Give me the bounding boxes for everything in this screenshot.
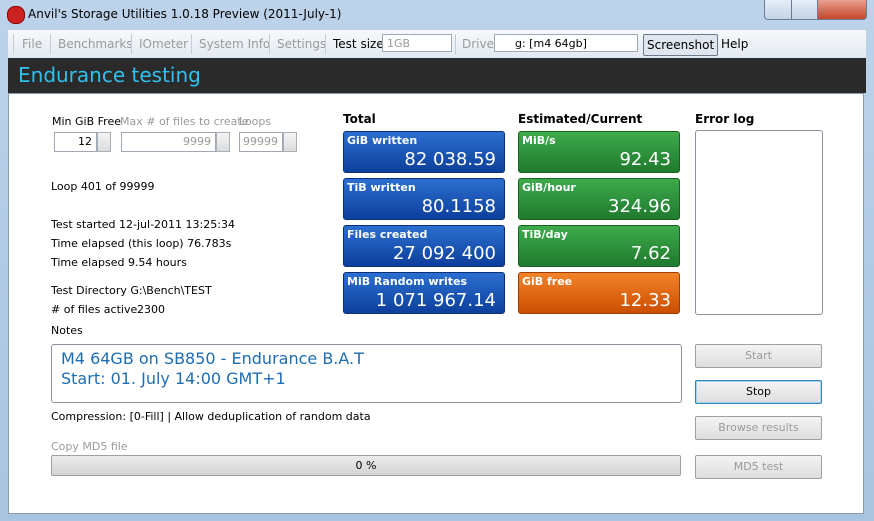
test-size-combo[interactable]: 1GB [382,34,452,52]
minimize-button[interactable] [764,0,792,20]
stat-label: GiB/hour [522,181,576,194]
separator [50,34,51,54]
close-button[interactable] [817,0,867,20]
stat-tile: MiB/s 92.43 [518,131,680,173]
header-title: Endurance testing [18,63,201,87]
stat-tile: TiB/day 7.62 [518,225,680,267]
spinner[interactable] [216,132,230,152]
notes-line: M4 64GB on SB850 - Endurance B.A.T [61,349,364,368]
stat-tile: MiB Random writes 1 071 967.14 [343,272,505,314]
field-label: Loops [239,115,272,128]
stat-label: TiB written [347,181,416,194]
separator [131,34,132,54]
field-input[interactable]: 99999 [239,132,283,152]
spinner[interactable] [283,132,297,152]
stat-value: 92.43 [619,149,671,170]
progress-bar: 0 % [51,455,681,476]
stat-value: 7.62 [630,243,671,264]
md5-test-button[interactable]: MD5 test [695,455,822,479]
stat-value: 82 038.59 [404,149,496,170]
separator [325,34,326,54]
app-icon [7,6,25,24]
stat-label: TiB/day [522,228,568,241]
menu-item[interactable]: System Info [199,37,271,51]
drive-label: Drive [462,37,494,51]
directory: Test Directory G:\Bench\TEST [51,284,212,297]
notes-box[interactable] [51,344,682,403]
stat-label: GiB written [347,134,418,147]
separator [191,34,192,54]
copy-md5-label: Copy MD5 file [51,440,128,453]
stat-value: 324.96 [608,196,671,217]
stat-label: MiB Random writes [347,275,468,288]
error-log-heading: Error log [695,112,755,126]
total-heading: Total [343,112,376,126]
menu-item[interactable]: IOmeter [139,37,189,51]
stat-label: Files created [347,228,428,241]
files-active-label: # of files active [51,303,138,316]
compression: Compression: [0-Fill] | Allow deduplicat… [51,410,371,423]
loop-status: Loop 401 of 99999 [51,180,155,193]
separator [13,34,14,54]
test-size-label: Test size [333,37,384,51]
stat-tile: GiB free 12.33 [518,272,680,314]
header-bar [8,58,866,93]
stat-value: 27 092 400 [392,243,496,264]
estimated-heading: Estimated/Current [518,112,643,126]
stat-label: GiB free [522,275,573,288]
stat-tile: Files created 27 092 400 [343,225,505,267]
progress-text: 0 % [355,459,377,472]
notes-label: Notes [51,324,83,337]
stat-tile: TiB written 80.1158 [343,178,505,220]
elapsed-loop: Time elapsed (this loop) 76.783s [51,237,232,250]
stat-value: 12.33 [619,290,671,311]
maximize-button[interactable] [791,0,818,20]
separator [269,34,270,54]
start-button[interactable]: Start [695,344,822,368]
drive-combo[interactable]: g: [m4 64gb] [494,34,638,52]
files-active: 2300 [137,303,165,316]
separator [455,34,456,54]
field-input[interactable]: 12 [54,132,97,152]
stat-value: 1 071 967.14 [375,290,496,311]
menu-item[interactable]: File [22,37,43,51]
stat-label: MiB/s [522,134,556,147]
window-title: Anvil's Storage Utilities 1.0.18 Preview… [28,7,342,21]
help-menu[interactable]: Help [721,37,749,51]
error-log-box [695,130,823,315]
stat-tile: GiB/hour 324.96 [518,178,680,220]
menu-item[interactable]: Settings [277,37,327,51]
stat-tile: GiB written 82 038.59 [343,131,505,173]
spinner[interactable] [97,132,111,152]
field-label: Max # of files to create [120,115,249,128]
screenshot-button[interactable]: Screenshot [643,34,719,56]
stat-value: 80.1158 [421,196,496,217]
field-input[interactable]: 9999 [121,132,216,152]
elapsed: Time elapsed 9.54 hours [51,256,187,269]
stop-button[interactable]: Stop [695,380,822,404]
field-label: Min GiB Free [52,115,121,128]
notes-line: Start: 01. July 14:00 GMT+1 [61,369,286,388]
menu-item[interactable]: Benchmarks [58,37,133,51]
browse-results-button[interactable]: Browse results [695,416,822,440]
test-started: Test started 12-jul-2011 13:25:34 [51,218,235,231]
